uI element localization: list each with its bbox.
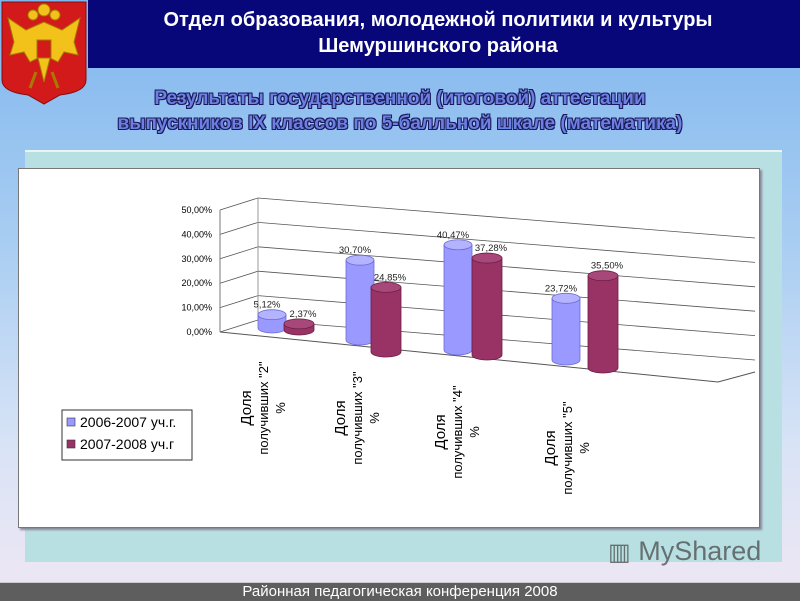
- bar-top: [587, 270, 619, 282]
- bar-top: [345, 254, 375, 266]
- data-label: 5,12%: [254, 300, 281, 311]
- bar-top: [471, 252, 503, 264]
- category-label: %: [577, 442, 592, 454]
- category-label: %: [467, 426, 482, 438]
- bar-top: [283, 318, 315, 330]
- category-label: Доля: [432, 414, 449, 449]
- category-label: получивших "3": [350, 371, 365, 465]
- legend-label: 2006-2007 уч.г.: [80, 414, 176, 430]
- y-tick-label: 30,00%: [181, 254, 212, 264]
- bar-2006-2007: [551, 292, 581, 366]
- legend: [61, 409, 193, 461]
- header-title-line1: Отдел образования, молодежной политики и…: [163, 9, 713, 31]
- bar-top: [370, 281, 402, 293]
- category-label: получивших "5": [560, 401, 575, 495]
- bar-2007-2008: [471, 252, 503, 361]
- bar-body: [587, 275, 619, 374]
- data-label: 24,85%: [374, 272, 407, 283]
- bar-2006-2007: [443, 239, 473, 356]
- bar-top: [443, 239, 473, 251]
- bar-body: [370, 286, 402, 358]
- watermark: ▥ MyShared: [608, 536, 761, 567]
- category-label: %: [273, 402, 288, 414]
- category-label: получивших "2": [256, 361, 271, 455]
- bar-body: [471, 257, 503, 361]
- bar-2007-2008: [370, 281, 402, 358]
- subtitle-line1: Результаты государственной (итоговой) ат…: [154, 88, 646, 109]
- data-label: 37,28%: [475, 243, 508, 254]
- bar-body: [443, 244, 473, 356]
- category-label: Доля: [238, 390, 255, 425]
- bar-2006-2007: [257, 309, 287, 334]
- bar-body: [345, 259, 375, 346]
- legend-label: 2007-2008 уч.г: [80, 436, 174, 452]
- legend-swatch: [66, 417, 76, 427]
- bar-body: [551, 297, 581, 366]
- bar-top: [257, 309, 287, 321]
- data-label: 30,70%: [339, 245, 372, 256]
- subtitle-line2: выпускников IX классов по 5-балльной шка…: [117, 113, 683, 134]
- category-label: получивших "4": [450, 385, 465, 479]
- data-label: 2,37%: [290, 309, 317, 320]
- bar-2007-2008: [283, 318, 315, 336]
- legend-swatch: [66, 439, 76, 449]
- myshared-logo-icon: ▥: [608, 539, 631, 566]
- bar-2006-2007: [345, 254, 375, 346]
- y-tick-label: 10,00%: [181, 303, 212, 313]
- slide-subtitle: Результаты государственной (итоговой) ат…: [60, 86, 740, 136]
- category-label: Доля: [542, 430, 559, 465]
- y-tick-label: 50,00%: [181, 205, 212, 215]
- data-label: 35,50%: [591, 261, 624, 272]
- category-label: Доля: [332, 400, 349, 435]
- header-bar: Отдел образования, молодежной политики и…: [88, 0, 800, 68]
- data-label: 40,47%: [437, 230, 470, 241]
- y-tick-label: 0,00%: [186, 327, 212, 337]
- footer-text: Районная педагогическая конференция 2008: [242, 583, 558, 600]
- bar-top: [551, 292, 581, 304]
- category-label: %: [367, 412, 382, 424]
- y-tick-label: 20,00%: [181, 278, 212, 288]
- footer-bar: Районная педагогическая конференция 2008: [0, 582, 800, 601]
- gridline: [219, 197, 756, 239]
- watermark-text: MyShared: [638, 536, 762, 566]
- coat-of-arms-icon: [1, 1, 87, 105]
- bar-2007-2008: [587, 270, 619, 374]
- data-label: 23,72%: [545, 283, 578, 294]
- header-title-line2: Шемуршинского района: [318, 35, 558, 57]
- y-tick-label: 40,00%: [181, 229, 212, 239]
